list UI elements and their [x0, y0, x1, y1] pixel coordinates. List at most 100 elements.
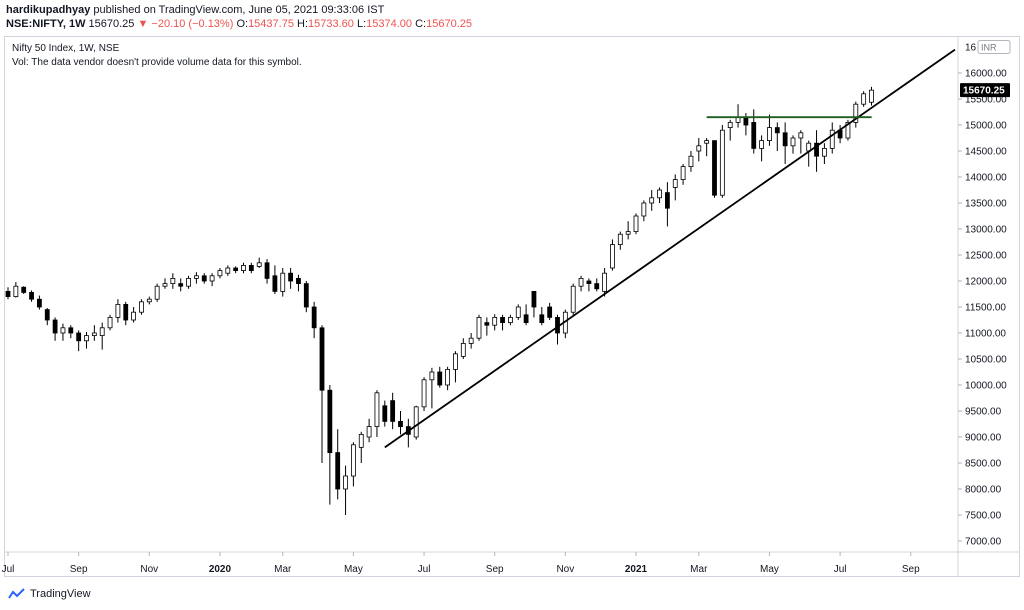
candle[interactable]: [21, 286, 27, 294]
candle[interactable]: [170, 273, 176, 289]
candle[interactable]: [398, 411, 403, 435]
candle[interactable]: [76, 330, 82, 352]
candle[interactable]: [633, 213, 639, 235]
candle[interactable]: [476, 314, 482, 341]
candle[interactable]: [13, 282, 19, 298]
candle[interactable]: [562, 309, 568, 339]
candle[interactable]: [774, 122, 780, 151]
candle[interactable]: [107, 314, 113, 331]
candle[interactable]: [782, 122, 788, 164]
candle[interactable]: [610, 239, 615, 271]
candle[interactable]: [343, 465, 348, 515]
candle[interactable]: [649, 190, 655, 211]
candle[interactable]: [217, 268, 223, 279]
candle[interactable]: [704, 138, 710, 157]
candle[interactable]: [256, 257, 262, 268]
candle[interactable]: [492, 314, 498, 331]
candle[interactable]: [468, 333, 474, 349]
candle[interactable]: [99, 322, 105, 350]
candle[interactable]: [798, 130, 804, 154]
candle[interactable]: [123, 301, 129, 326]
candle[interactable]: [178, 278, 184, 292]
candle[interactable]: [500, 314, 505, 331]
candle[interactable]: [225, 265, 231, 276]
candle[interactable]: [303, 281, 309, 313]
candle[interactable]: [84, 331, 89, 349]
candle[interactable]: [453, 351, 458, 383]
candle[interactable]: [853, 101, 859, 128]
chart-frame[interactable]: [4, 36, 1020, 577]
candle[interactable]: [115, 299, 121, 323]
candle[interactable]: [767, 114, 772, 146]
candle[interactable]: [594, 278, 600, 292]
candle[interactable]: [759, 135, 764, 162]
support-trendline[interactable]: [384, 48, 956, 449]
candle[interactable]: [154, 283, 160, 302]
candle[interactable]: [523, 304, 529, 326]
candle[interactable]: [445, 366, 451, 391]
candle[interactable]: [272, 265, 278, 294]
candle[interactable]: [233, 266, 239, 274]
candle[interactable]: [617, 231, 623, 250]
candle[interactable]: [280, 268, 286, 297]
candle[interactable]: [91, 325, 97, 341]
candle[interactable]: [484, 317, 490, 336]
candle[interactable]: [146, 296, 152, 305]
candle[interactable]: [382, 400, 388, 427]
candle[interactable]: [405, 418, 411, 448]
candle[interactable]: [735, 104, 741, 128]
candle[interactable]: [350, 442, 356, 487]
currency-badge[interactable]: [977, 40, 1011, 54]
candle[interactable]: [437, 366, 443, 388]
candle[interactable]: [29, 290, 34, 302]
candle[interactable]: [680, 164, 686, 185]
candle[interactable]: [790, 135, 796, 154]
candle[interactable]: [366, 418, 372, 443]
candle[interactable]: [625, 221, 631, 240]
candle[interactable]: [201, 273, 207, 284]
candle[interactable]: [586, 278, 592, 292]
candle[interactable]: [719, 125, 725, 198]
candle[interactable]: [727, 119, 733, 141]
candle[interactable]: [209, 273, 215, 287]
author-name[interactable]: hardikupadhyay: [6, 4, 91, 16]
candle[interactable]: [861, 91, 867, 107]
candle[interactable]: [248, 262, 254, 274]
candle[interactable]: [421, 377, 427, 411]
candle[interactable]: [869, 86, 874, 106]
candle[interactable]: [688, 151, 694, 172]
candle[interactable]: [311, 301, 317, 339]
candle[interactable]: [296, 274, 301, 292]
candle[interactable]: [241, 262, 246, 274]
candle[interactable]: [162, 278, 168, 289]
candle[interactable]: [60, 323, 66, 341]
candle[interactable]: [52, 317, 58, 341]
candle[interactable]: [374, 390, 380, 437]
candle[interactable]: [335, 429, 341, 500]
candle[interactable]: [814, 130, 819, 172]
candle[interactable]: [547, 302, 553, 320]
candle[interactable]: [5, 287, 11, 300]
candle[interactable]: [555, 314, 560, 345]
candle[interactable]: [507, 314, 513, 326]
candle[interactable]: [429, 367, 435, 409]
candle[interactable]: [288, 268, 294, 289]
candle[interactable]: [460, 338, 466, 359]
candle[interactable]: [822, 143, 827, 164]
candle[interactable]: [570, 283, 576, 315]
candle[interactable]: [696, 138, 702, 162]
candle[interactable]: [139, 299, 144, 315]
candle[interactable]: [539, 307, 545, 326]
candle[interactable]: [829, 122, 835, 154]
candle[interactable]: [515, 304, 521, 320]
candle[interactable]: [44, 308, 50, 326]
candle[interactable]: [186, 275, 191, 289]
candle[interactable]: [712, 140, 717, 198]
candle[interactable]: [641, 200, 647, 222]
candle[interactable]: [68, 325, 74, 339]
candle[interactable]: [657, 187, 662, 203]
candle[interactable]: [751, 109, 757, 154]
candle[interactable]: [358, 431, 364, 463]
candle[interactable]: [264, 259, 270, 284]
